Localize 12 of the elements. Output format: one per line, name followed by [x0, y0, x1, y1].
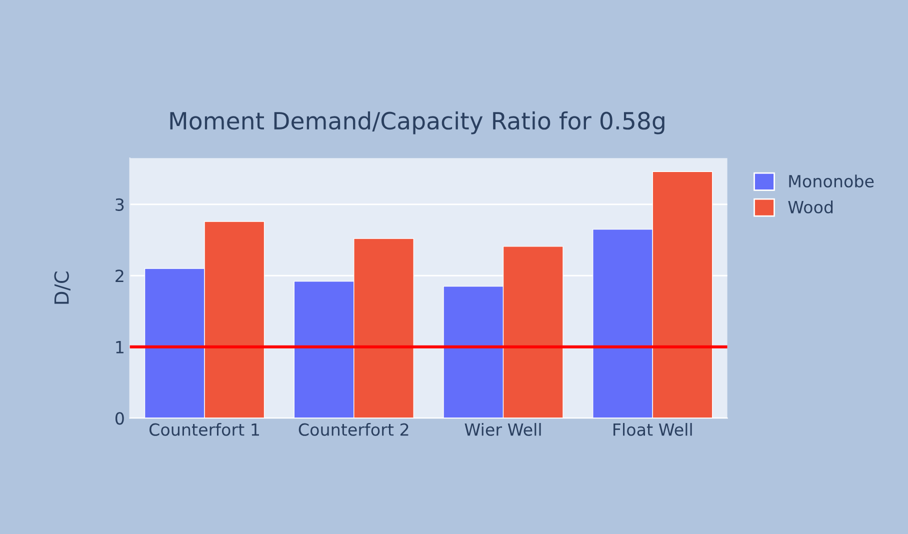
legend-label: Mononobe	[789, 174, 874, 188]
chart-title: Moment Demand/Capacity Ratio for 0.58g	[170, 111, 664, 134]
x-tick-label: Wier Well	[464, 422, 541, 436]
x-tick-label: Counterfort 1	[149, 422, 259, 436]
y-tick-label: 2	[116, 270, 124, 282]
x-tick-label: Float Well	[614, 422, 692, 436]
y-tick-label: 3	[116, 198, 124, 211]
legend-label: Wood	[788, 200, 833, 214]
y-tick-label: 1	[116, 341, 124, 354]
y-axis-title: D/C	[54, 272, 70, 304]
y-tick-label: 0	[115, 412, 124, 425]
x-tick-label: Counterfort 2	[298, 422, 408, 436]
